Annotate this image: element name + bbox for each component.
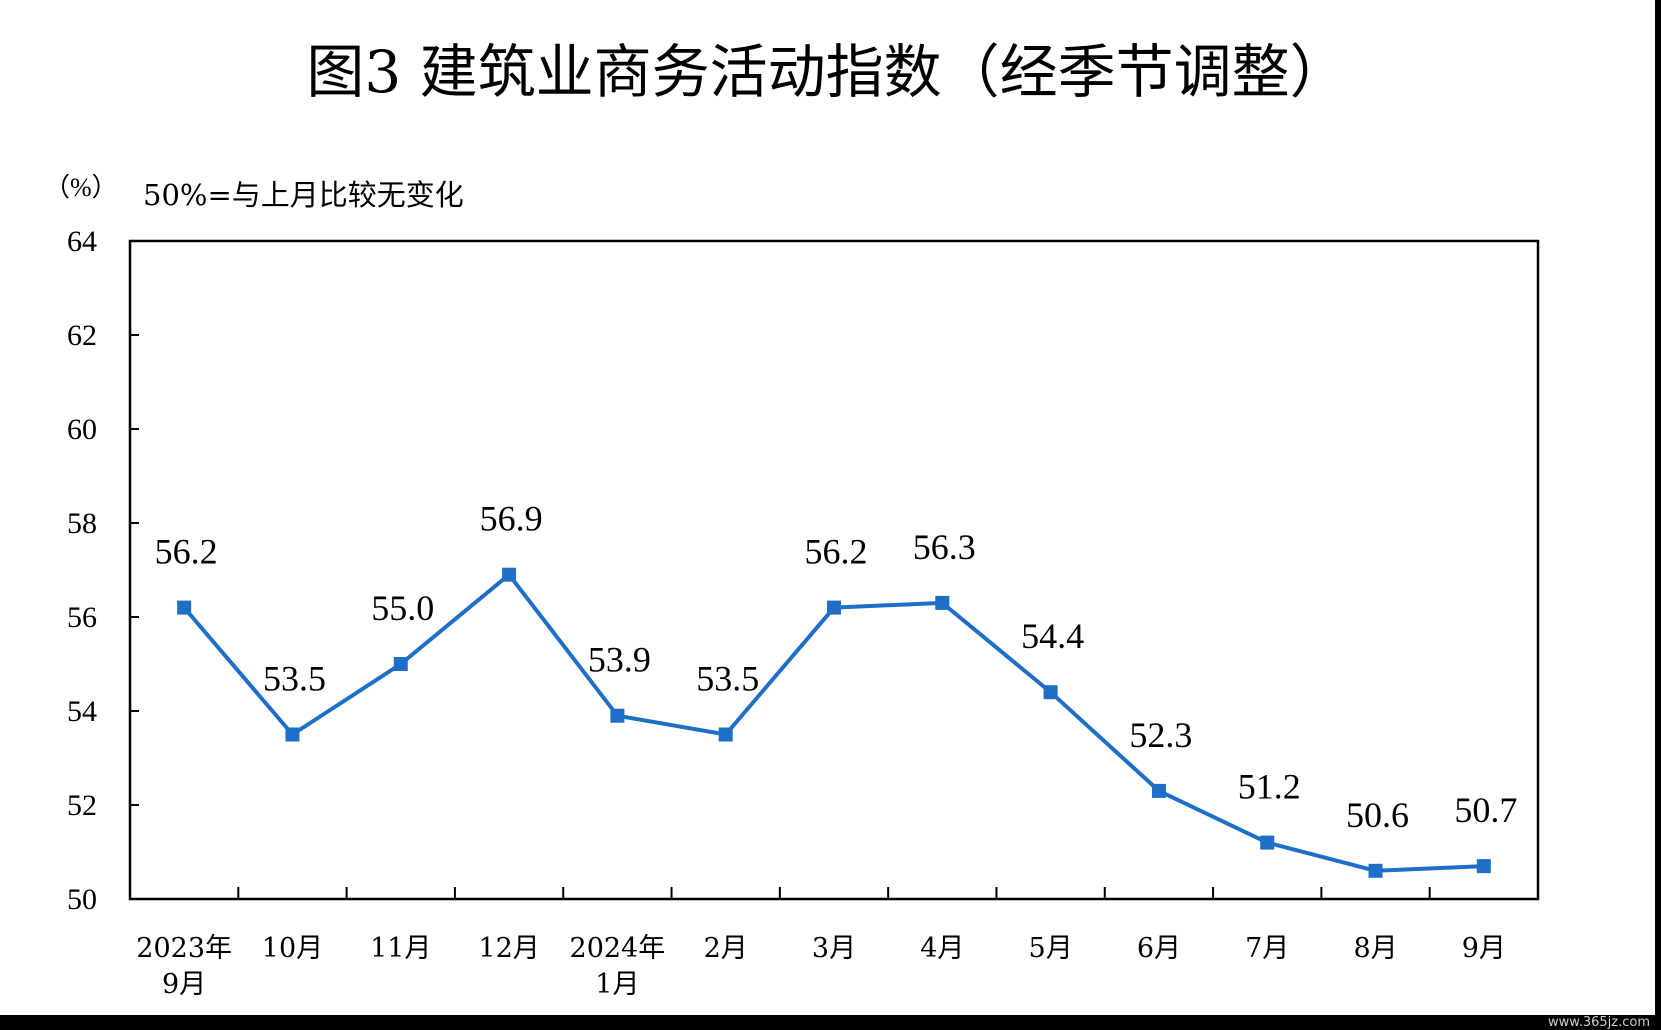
y-unit-label: （%） [44, 173, 118, 202]
y-tick-label: 62 [67, 319, 97, 352]
x-tick-label: 2月 [704, 933, 748, 964]
watermark: www.365jz.com [1548, 1015, 1650, 1030]
y-tick-label: 58 [67, 507, 97, 540]
data-point-marker [1151, 783, 1166, 798]
y-tick-label: 50 [67, 883, 97, 916]
data-label: 56.9 [480, 499, 543, 539]
y-tick-label: 56 [67, 601, 97, 634]
data-point-marker [1260, 835, 1275, 850]
plot-area [128, 239, 1540, 901]
x-tick-label: 2023年 9月 [136, 933, 232, 1000]
data-label: 53.5 [696, 659, 759, 699]
x-tick-label: 9月 [1462, 933, 1506, 964]
x-tick-label: 12月 [478, 933, 539, 964]
x-tick-label: 8月 [1353, 933, 1397, 964]
data-labels: 56.2 53.5 55.0 56.9 53.9 53.5 56.2 56.3 54.4 52.3… [155, 499, 1518, 835]
y-tick-label: 52 [67, 789, 97, 822]
data-point-marker [285, 727, 300, 742]
data-point-marker [1368, 863, 1383, 878]
data-point-marker [502, 567, 517, 582]
x-tick-label: 5月 [1029, 933, 1073, 964]
x-tick-label: 10月 [262, 933, 323, 964]
x-tick-label: 7月 [1245, 933, 1289, 964]
x-axis: 2023年 9月 10月 11月 12月 2024年 1月 2月 3月 4月 5月 6月 7月 8月 9月 [136, 887, 1506, 1000]
x-tick-label: 4月 [920, 933, 964, 964]
y-axis: 50 52 54 56 58 60 62 64 [67, 225, 139, 916]
data-point-marker [177, 600, 192, 615]
chart-note: 50%=与上月比较无变化 [143, 178, 464, 212]
data-point-marker [1043, 685, 1058, 700]
series-line-group [177, 567, 1491, 878]
x-tick-label: 6月 [1137, 933, 1181, 964]
data-label: 56.3 [913, 527, 976, 567]
data-label: 50.7 [1454, 790, 1517, 830]
x-tick-label: 2024年 1月 [570, 933, 666, 1000]
data-label: 53.5 [263, 659, 326, 699]
x-tick-label: 3月 [812, 933, 856, 964]
y-tick-label: 54 [67, 695, 97, 728]
data-label: 51.2 [1238, 767, 1301, 807]
data-label: 50.6 [1346, 795, 1409, 835]
y-tick-label: 64 [67, 225, 97, 258]
data-label: 56.2 [805, 532, 868, 572]
data-point-marker [393, 657, 408, 671]
data-label: 55.0 [371, 588, 434, 628]
data-point-marker [827, 600, 841, 615]
data-label: 53.9 [588, 640, 651, 680]
data-point-marker [935, 595, 950, 610]
y-tick-label: 60 [67, 413, 97, 446]
data-point-marker [610, 708, 625, 723]
data-point-marker [718, 727, 733, 742]
data-point-marker [1476, 859, 1491, 874]
x-tick-label: 11月 [370, 933, 431, 964]
data-label: 56.2 [155, 532, 218, 572]
data-label: 54.4 [1021, 616, 1084, 656]
data-label: 52.3 [1129, 715, 1192, 755]
chart-title: 图3 建筑业商务活动指数（经季节调整） [306, 38, 1347, 106]
